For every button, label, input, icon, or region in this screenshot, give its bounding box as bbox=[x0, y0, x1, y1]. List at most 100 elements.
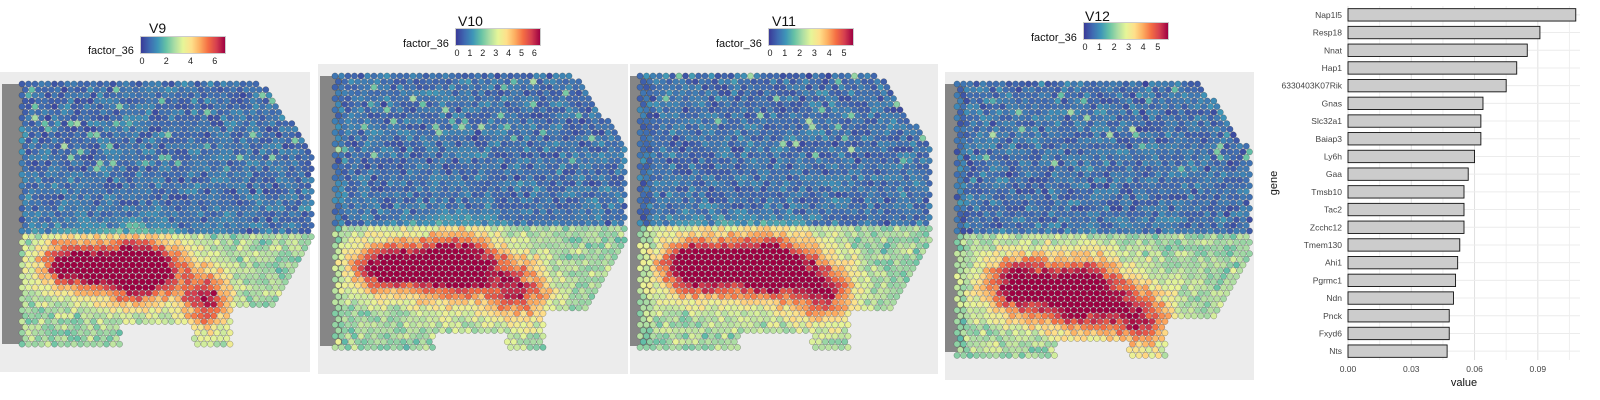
tissue-spot bbox=[142, 171, 149, 178]
tissue-spot bbox=[304, 171, 312, 178]
tissue-spot bbox=[896, 106, 904, 114]
tissue-spot bbox=[377, 72, 384, 80]
tissue-spot bbox=[614, 248, 622, 255]
tissue-spot bbox=[621, 214, 628, 221]
tissue-spot bbox=[96, 306, 104, 314]
tissue-spot bbox=[481, 287, 488, 295]
tissue-spot bbox=[217, 289, 224, 297]
tissue-spot bbox=[569, 134, 576, 142]
tissue-spot bbox=[87, 312, 94, 320]
tissue-spot bbox=[854, 191, 862, 199]
tissue-spot bbox=[28, 109, 36, 116]
tissue-spot bbox=[734, 129, 741, 136]
tissue-spot bbox=[338, 231, 345, 238]
tissue-spot bbox=[207, 137, 214, 144]
tissue-spot bbox=[442, 129, 449, 136]
tissue-spot bbox=[864, 129, 871, 136]
tissue-spot bbox=[168, 239, 175, 246]
tissue-spot bbox=[559, 95, 566, 102]
tissue-spot bbox=[403, 231, 410, 238]
tissue-spot bbox=[351, 185, 358, 193]
tissue-spot bbox=[500, 276, 508, 283]
tissue-spot bbox=[649, 95, 657, 102]
tissue-spot bbox=[106, 188, 114, 195]
tissue-spot bbox=[656, 95, 663, 102]
tissue-spot bbox=[416, 298, 423, 306]
tissue-spot bbox=[520, 231, 527, 238]
tissue-spot bbox=[142, 92, 149, 99]
tissue-spot bbox=[126, 176, 133, 184]
tissue-spot bbox=[168, 125, 175, 133]
tissue-spot bbox=[439, 191, 446, 199]
tissue-spot bbox=[25, 92, 32, 99]
tissue-spot bbox=[753, 117, 761, 125]
tissue-spot bbox=[471, 123, 479, 131]
tissue-spot bbox=[718, 123, 725, 131]
tissue-spot bbox=[656, 84, 663, 91]
tissue-spot bbox=[165, 165, 172, 173]
tissue-spot bbox=[698, 89, 706, 97]
tissue-spot bbox=[582, 202, 589, 210]
tissue-spot bbox=[223, 278, 231, 286]
tissue-spot bbox=[129, 92, 136, 99]
tissue-spot bbox=[31, 273, 39, 280]
tissue-spot bbox=[530, 315, 537, 323]
tissue-spot bbox=[265, 284, 273, 291]
tissue-spot bbox=[96, 284, 104, 291]
tissue-spot bbox=[474, 174, 482, 182]
tissue-spot bbox=[96, 239, 104, 246]
tissue-spot bbox=[429, 140, 436, 148]
tissue-spot bbox=[220, 295, 227, 303]
tissue-spot bbox=[721, 197, 728, 204]
tissue-spot bbox=[70, 103, 78, 110]
tissue-spot bbox=[533, 332, 540, 340]
tissue-spot bbox=[504, 180, 511, 187]
tissue-spot bbox=[364, 219, 371, 227]
tissue-spot bbox=[831, 95, 839, 102]
tissue-spot bbox=[753, 197, 761, 204]
tissue-spot bbox=[272, 239, 279, 246]
tissue-spot bbox=[139, 176, 146, 184]
tissue-spot bbox=[643, 197, 650, 204]
tissue-spot bbox=[233, 80, 240, 88]
tissue-spot bbox=[87, 165, 94, 173]
tissue-spot bbox=[893, 134, 901, 142]
tissue-spot bbox=[77, 103, 84, 110]
tissue-spot bbox=[370, 321, 378, 329]
tissue-spot bbox=[406, 338, 414, 346]
tissue-spot bbox=[497, 270, 505, 278]
tissue-spot bbox=[83, 159, 91, 167]
tissue-spot bbox=[116, 239, 123, 246]
tissue-spot bbox=[636, 106, 644, 114]
tissue-spot bbox=[269, 109, 276, 116]
tissue-spot bbox=[204, 244, 211, 252]
tissue-spot bbox=[588, 236, 596, 244]
tissue-spot bbox=[913, 146, 920, 153]
tissue-spot bbox=[344, 231, 352, 238]
tissue-spot bbox=[556, 180, 563, 187]
tissue-spot bbox=[731, 112, 738, 119]
tissue-spot bbox=[435, 219, 443, 227]
tissue-spot bbox=[588, 214, 596, 221]
tissue-spot bbox=[737, 78, 745, 85]
tissue-spot bbox=[504, 293, 511, 300]
tissue-spot bbox=[265, 125, 273, 133]
tissue-spot bbox=[145, 199, 153, 207]
tissue-spot bbox=[883, 163, 891, 170]
tissue-spot bbox=[494, 129, 501, 136]
tissue-spot bbox=[223, 142, 231, 150]
tissue-spot bbox=[226, 306, 234, 314]
tissue-spot bbox=[675, 106, 683, 114]
tissue-spot bbox=[523, 202, 531, 210]
tissue-spot bbox=[546, 276, 553, 283]
tissue-spot bbox=[165, 244, 172, 252]
tissue-spot bbox=[724, 157, 732, 165]
tissue-spot bbox=[178, 86, 185, 93]
tissue-spot bbox=[867, 146, 875, 153]
tissue-spot bbox=[591, 253, 599, 261]
panel-title: V9 bbox=[149, 20, 167, 36]
tissue-spot bbox=[416, 185, 423, 193]
tissue-spot bbox=[396, 310, 404, 317]
tissue-spot bbox=[28, 289, 36, 297]
